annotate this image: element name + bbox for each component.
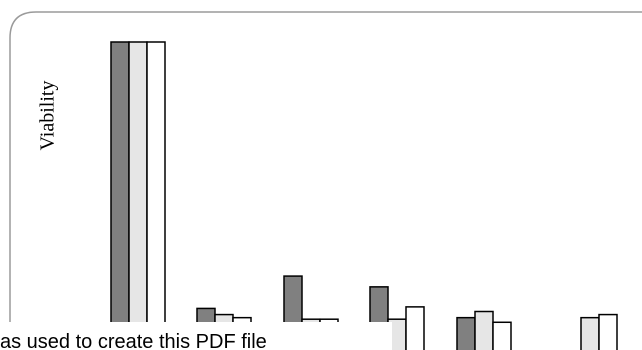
bar-series3-group4 bbox=[405, 306, 425, 350]
bar-series2-group5 bbox=[474, 310, 494, 350]
bar-series3-group6 bbox=[598, 313, 618, 350]
bar-series3-group5 bbox=[492, 321, 512, 350]
pdf-notice-text: as used to create this PDF file bbox=[0, 331, 267, 350]
bar-series3-group1 bbox=[146, 41, 166, 350]
bar-series1-group5 bbox=[456, 316, 476, 350]
bar-series1-group1 bbox=[110, 41, 130, 350]
y-axis-label: Viability bbox=[28, 40, 68, 190]
bar-series2-group6 bbox=[580, 316, 600, 350]
y-axis-label-text: Viability bbox=[36, 80, 59, 150]
bar-series2-group1 bbox=[128, 41, 148, 350]
pdf-notice-overlay: as used to create this PDF file bbox=[0, 322, 392, 350]
